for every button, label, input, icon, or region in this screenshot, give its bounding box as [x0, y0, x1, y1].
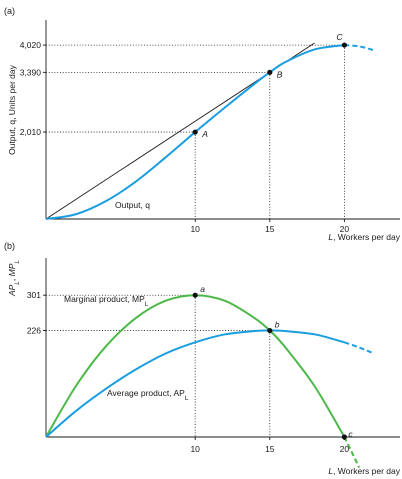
panel-a-x-tick-label-2: 20 [340, 224, 350, 234]
panel-a-y-tick-label-0: 2,010 [20, 127, 42, 137]
panel-a-series-0-line [45, 44, 345, 220]
panel-b-point-c [341, 434, 347, 440]
panel-b-axes [45, 258, 400, 438]
panel-b-series-1-line [45, 329, 345, 438]
panel-b-plot: 301 226 10 15 20 a b c [27, 284, 375, 469]
panel-b-series-0-line [45, 294, 346, 438]
panel-a-x-tick-label-0: 10 [190, 224, 200, 234]
panel-b-label: (b) [4, 241, 15, 251]
panel-b-point-label-b: b [275, 320, 280, 330]
panel-a-x-axis-title: L, Workers per day [328, 232, 400, 242]
panel-a-label: (a) [4, 6, 15, 16]
panel-a-point-label-C: C [336, 32, 343, 42]
panel-a-y-tick-label-1: 3,390 [20, 67, 42, 77]
panel-b-y-axis-title: APL, MPL [7, 260, 21, 297]
mp-series-label: Marginal product, MPL [64, 294, 149, 308]
panel-b-x-tick-label-0: 10 [190, 444, 200, 454]
panel-b-x-axis-title: L, Workers per day [328, 466, 400, 476]
panel-a-plot: 2,010 3,390 4,020 10 15 20 A B C [20, 32, 375, 234]
panel-a-series-0-extension [344, 44, 375, 52]
panel-b-y-tick-label-0: 301 [27, 290, 41, 300]
panel-b-x-tick-label-2: 20 [340, 444, 350, 454]
panel-a-point-label-B: B [277, 69, 283, 79]
panel-a-x-tick-label-1: 15 [265, 224, 275, 234]
panel-b-x-tick-label-1: 15 [265, 444, 275, 454]
panel-a-point-C [341, 42, 347, 48]
panel-b-point-label-a: a [200, 284, 205, 294]
panel-a-point-label-A: A [201, 129, 208, 139]
ap-series-label: Average product, APL [107, 388, 189, 402]
panel-b-series-1-extension [344, 341, 375, 355]
panel-b-y-tick-label-1: 226 [27, 326, 41, 336]
panel-a-axes [45, 20, 400, 220]
panel-a-point-A [192, 129, 198, 135]
panel-b-point-a [192, 292, 198, 298]
output-series-label: Output, q [115, 200, 150, 210]
panel-a-point-B [267, 69, 273, 75]
panel-a-y-tick-label-2: 4,020 [20, 40, 42, 50]
panel-b-point-label-c: c [348, 429, 353, 439]
panel-a-y-axis-title: Output, q, Units per day [7, 64, 17, 155]
panel-b-point-b [267, 327, 273, 334]
